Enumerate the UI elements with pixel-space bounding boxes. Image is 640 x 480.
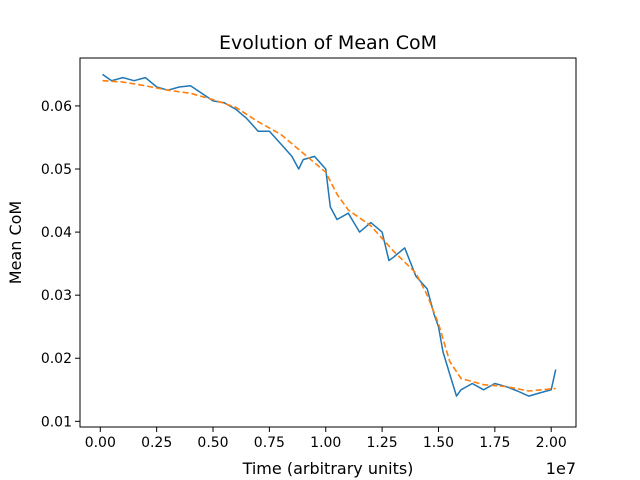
chart-title: Evolution of Mean CoM	[219, 32, 437, 54]
x-tick-label: 0.50	[197, 435, 228, 451]
y-tick-label: 0.06	[41, 99, 72, 115]
axes-frame	[79, 57, 577, 428]
y-axis: 0.01 0.02 0.03 0.04 0.05 0.06	[41, 99, 80, 430]
x-tick-label: 0.25	[141, 435, 172, 451]
x-tick-label: 1.50	[423, 435, 454, 451]
y-tick-label: 0.03	[41, 288, 72, 304]
axes-background	[80, 58, 576, 427]
x-axis-offset-label: 1e7	[546, 459, 576, 478]
y-tick-label: 0.04	[41, 225, 72, 241]
x-tick-label: 0.00	[85, 435, 116, 451]
y-tick-label: 0.02	[41, 351, 72, 367]
smoothed-series-line	[102, 79, 556, 392]
y-axis-label: Mean CoM	[6, 201, 25, 284]
x-tick-label: 1.75	[479, 435, 510, 451]
series-layer	[102, 73, 557, 397]
x-tick-label: 1.25	[367, 435, 398, 451]
plot-area	[79, 57, 577, 428]
y-tick-label: 0.05	[41, 162, 72, 178]
x-axis: 0.00 0.25 0.50 0.75 1.00 1.25 1.50 1.75 2.00	[85, 427, 567, 451]
y-tick-label: 0.01	[41, 414, 72, 430]
x-tick-label: 2.00	[536, 435, 567, 451]
x-tick-label: 0.75	[254, 435, 285, 451]
x-tick-label: 1.00	[310, 435, 341, 451]
x-axis-label: Time (arbitrary units)	[242, 459, 414, 478]
raw-series-line	[102, 73, 557, 397]
